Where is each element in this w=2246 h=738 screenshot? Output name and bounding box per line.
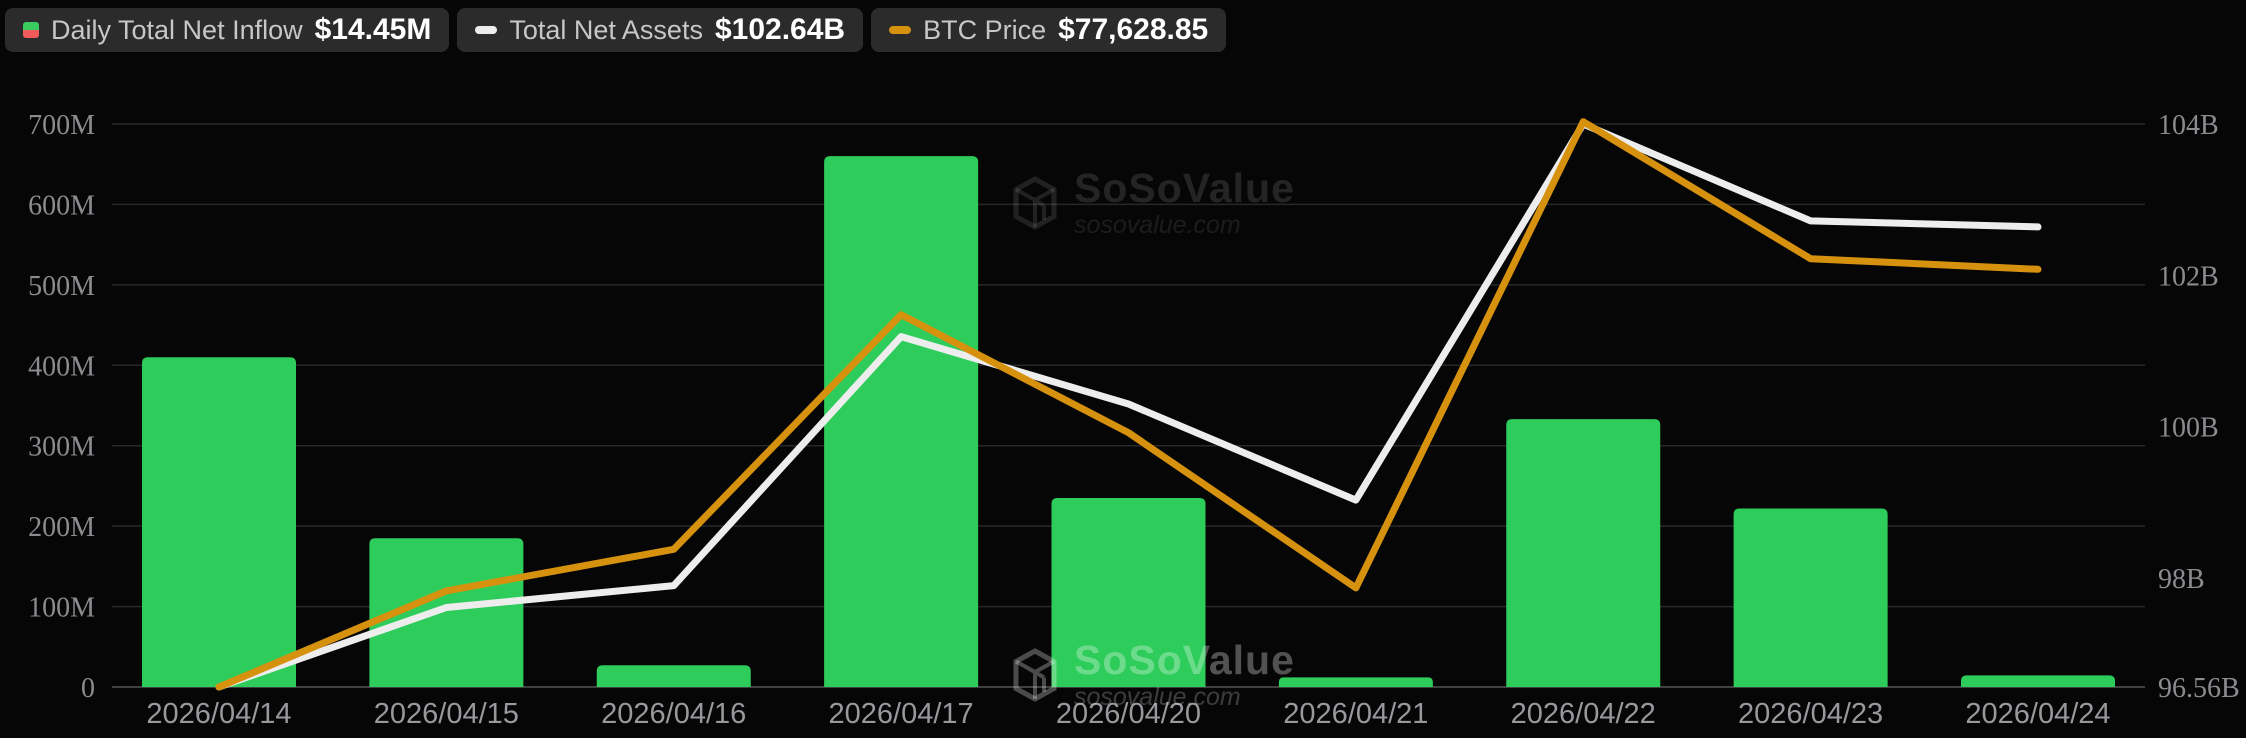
legend-label: Total Net Assets <box>509 14 703 45</box>
legend-value: $77,628.85 <box>1058 13 1209 46</box>
right-axis-label: 100B <box>2158 413 2219 444</box>
left-axis-label: 0 <box>81 673 95 704</box>
chart-legend: Daily Total Net Inflow $14.45M Total Net… <box>5 8 1227 52</box>
left-axis-label: 300M <box>28 432 95 463</box>
bar-2026/04/16[interactable] <box>596 665 751 687</box>
left-axis-label: 500M <box>28 271 95 302</box>
bar-2026/04/22[interactable] <box>1506 419 1661 687</box>
x-axis-label: 2026/04/23 <box>1738 698 1883 730</box>
x-axis-label: 2026/04/15 <box>374 698 519 730</box>
right-axis-label: 104B <box>2158 110 2219 141</box>
x-axis-label: 2026/04/17 <box>829 698 974 730</box>
inflow-split-square-icon <box>23 22 39 38</box>
bar-2026/04/15[interactable] <box>369 538 524 687</box>
bar-2026/04/14[interactable] <box>142 357 296 687</box>
line-total-net-assets[interactable] <box>215 120 2042 691</box>
legend-item-btc-price[interactable]: BTC Price $77,628.85 <box>871 8 1227 52</box>
legend-value: $102.64B <box>714 13 846 46</box>
legend-value: $14.45M <box>314 13 432 46</box>
left-axis-label: 700M <box>28 110 95 141</box>
x-axis-label: 2026/04/14 <box>146 698 291 730</box>
legend-item-daily-net-inflow[interactable]: Daily Total Net Inflow $14.45M <box>5 8 450 52</box>
x-axis-label: 2026/04/22 <box>1511 698 1656 730</box>
bar-2026/04/23[interactable] <box>1733 508 1888 687</box>
right-axis-label: 98B <box>2158 564 2205 595</box>
right-axis-label: 96.56B <box>2158 673 2240 704</box>
left-axis-label: 400M <box>28 351 95 382</box>
left-axis-label: 600M <box>28 190 95 221</box>
bar-2026/04/17[interactable] <box>824 156 979 687</box>
bar-2026/04/20[interactable] <box>1051 497 1206 687</box>
left-axis-label: 100M <box>28 593 95 624</box>
orange-dash-icon <box>889 26 912 34</box>
x-axis-label: 2026/04/21 <box>1283 698 1428 730</box>
legend-label: Daily Total Net Inflow <box>51 14 303 45</box>
white-dash-icon <box>475 26 498 34</box>
bar-2026/04/21[interactable] <box>1278 677 1433 687</box>
bar-2026/04/24[interactable] <box>1961 675 2115 687</box>
legend-item-total-net-assets[interactable]: Total Net Assets $102.64B <box>457 8 864 52</box>
legend-label: BTC Price <box>923 14 1047 45</box>
x-axis-label: 2026/04/24 <box>1965 698 2110 730</box>
line-btc-price[interactable] <box>215 118 2042 691</box>
x-axis-label: 2026/04/20 <box>1056 698 1201 730</box>
x-axis-label: 2026/04/16 <box>601 698 746 730</box>
right-axis-label: 102B <box>2158 261 2219 292</box>
left-axis-label: 200M <box>28 512 95 543</box>
